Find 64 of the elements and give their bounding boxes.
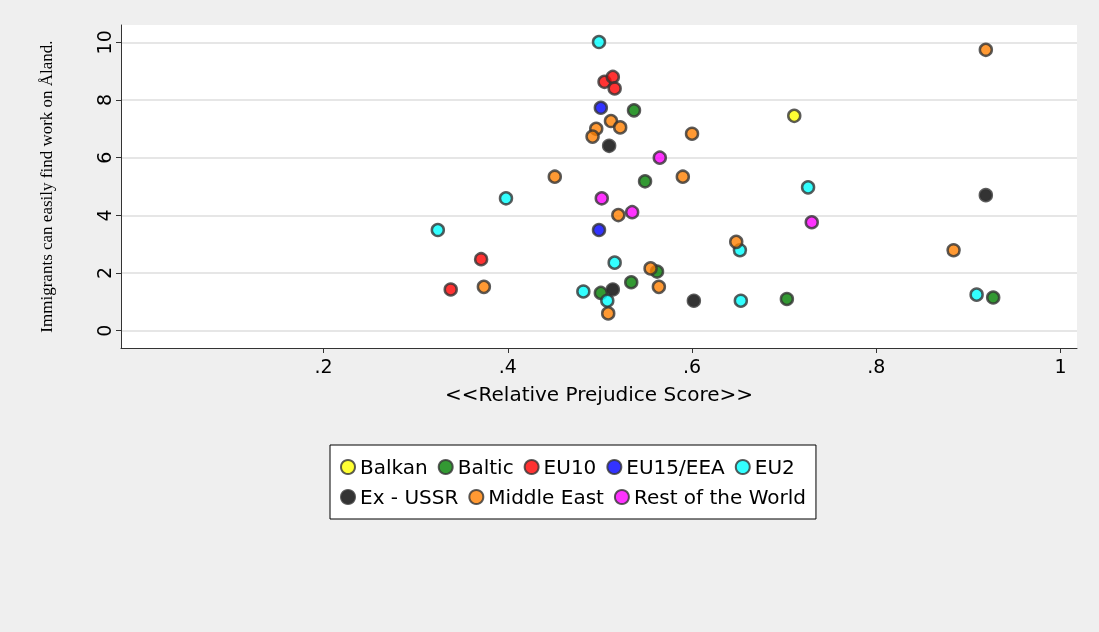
point xyxy=(600,293,615,308)
point xyxy=(603,113,619,129)
point xyxy=(675,169,691,184)
point xyxy=(591,222,607,238)
legend-label: EU2 xyxy=(754,455,795,479)
x-axis-title: <<Relative Prejudice Score>> xyxy=(445,382,753,406)
y-tick-label: 2 xyxy=(92,266,115,280)
point xyxy=(787,108,802,124)
x-tick-label: .8 xyxy=(867,354,886,377)
point xyxy=(585,129,600,144)
y-tick-label: 8 xyxy=(92,93,115,107)
point xyxy=(607,255,622,270)
point xyxy=(651,279,667,295)
point xyxy=(473,251,489,267)
point xyxy=(594,191,610,206)
x-tick-label: .2 xyxy=(314,354,333,377)
point xyxy=(652,150,668,165)
point xyxy=(576,284,591,299)
y-tick-label: 6 xyxy=(92,151,115,164)
point xyxy=(686,293,702,308)
point xyxy=(498,191,514,206)
point xyxy=(443,282,458,297)
x-tick-label: 1 xyxy=(1054,354,1067,377)
point xyxy=(978,42,994,58)
point xyxy=(978,187,994,203)
legend-label: EU10 xyxy=(543,455,597,479)
point xyxy=(624,275,639,290)
point xyxy=(684,126,700,141)
point xyxy=(643,261,658,276)
point xyxy=(733,293,749,308)
point xyxy=(985,290,1001,305)
point xyxy=(946,242,961,258)
point xyxy=(611,207,626,223)
point xyxy=(804,215,819,230)
point xyxy=(612,120,628,135)
point xyxy=(600,306,616,321)
point xyxy=(605,282,621,297)
point xyxy=(626,103,642,118)
point xyxy=(593,100,609,116)
y-tick-label: 4 xyxy=(92,209,115,222)
point xyxy=(624,204,640,220)
y-tick-label: 10 xyxy=(92,30,115,55)
legend-label: Ex - USSR xyxy=(360,485,459,509)
point xyxy=(728,234,744,250)
y-axis-title: Immigrants can easily find work on Åland. xyxy=(37,40,56,333)
point xyxy=(969,287,984,302)
point xyxy=(591,34,607,50)
point xyxy=(637,174,653,189)
x-tick-label: .6 xyxy=(682,354,702,377)
legend-label: Rest of the World xyxy=(633,485,806,509)
point xyxy=(476,279,492,295)
point xyxy=(800,180,816,195)
x-tick-label: .4 xyxy=(498,354,517,377)
y-tick-label: 0 xyxy=(92,324,115,337)
legend-label: Balkan xyxy=(360,455,428,479)
point xyxy=(547,169,563,184)
legend-label: Baltic xyxy=(457,455,514,479)
point xyxy=(607,81,622,96)
point xyxy=(601,138,617,154)
point xyxy=(779,291,795,307)
point xyxy=(430,222,446,238)
legend-label: Middle East xyxy=(488,485,605,509)
legend-label: EU15/EEA xyxy=(626,455,726,479)
point xyxy=(605,69,621,85)
